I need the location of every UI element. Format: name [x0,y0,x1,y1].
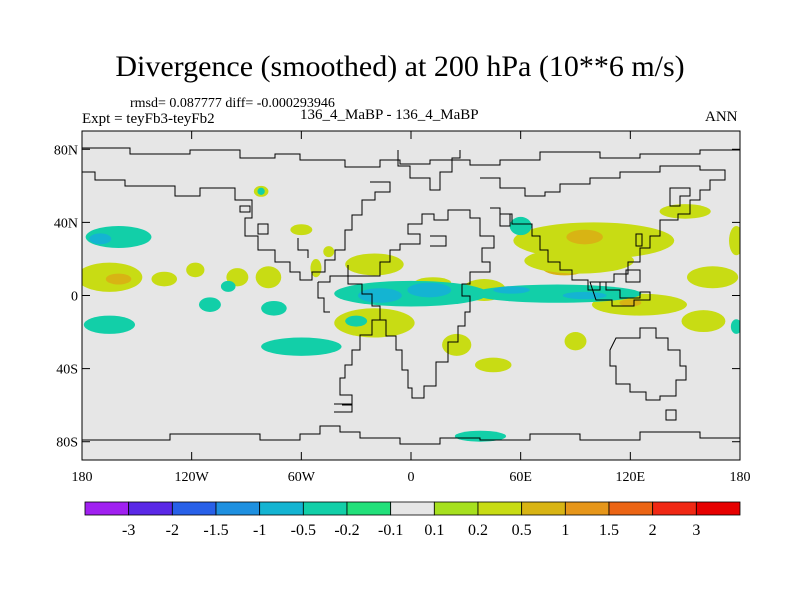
contour-region-17 [524,247,634,274]
y-tick-label-0: 80N [54,143,78,158]
colorbar-label-5: -0.2 [334,522,359,539]
contour-region-24 [729,226,740,256]
colorbar-box-9 [477,501,523,516]
x-axis-labels: 180 120W 60W 0 60E 120E 180 [72,470,751,485]
y-tick-label-3: 40S [56,363,78,378]
colorbar-label-1: -2 [166,522,179,539]
colorbar-label-10: 1 [561,522,569,539]
season-label: ANN [705,109,738,125]
chart-title: Divergence (smoothed) at 200 hPa (10**6 … [115,50,685,83]
colorbar-label-2: -1.5 [203,522,228,539]
contour-region-28 [89,233,112,245]
colorbar-label-13: 3 [692,522,700,539]
contour-region-25 [474,357,512,373]
experiment-label: Expt = teyFb3-teyFb2 [82,111,215,127]
contour-region-1 [105,273,132,285]
colorbar-box-7 [390,501,435,516]
contour-region-44 [220,280,236,292]
colorbar-label-8: 0.2 [468,522,488,539]
colorbar-label-7: 0.1 [424,522,444,539]
x-tick-label-0: 180 [72,470,93,485]
contour-region-30 [198,297,221,312]
colorbar-label-3: -1 [253,522,266,539]
colorbar-box-1 [128,501,173,516]
contour-region-33 [345,315,368,327]
y-tick-label-4: 80S [56,436,78,451]
x-tick-label-3: 0 [408,470,415,485]
contour-region-5 [255,266,282,289]
colorbar-box-0 [84,501,130,516]
colorbar-box-12 [608,501,654,516]
x-tick-label-2: 60W [288,470,316,485]
contour-region-29 [83,315,136,334]
colorbar-box-3 [215,501,261,516]
contour-region-8 [310,258,322,278]
contour-region-39 [562,291,607,300]
colorbar: -3 -2 -1.5 -1 -0.5 -0.2 -0.1 0.1 0.2 0.5 1 1.5 2 3 [84,501,741,539]
contour-region-15 [566,229,603,245]
contour-region-3 [186,262,205,278]
contour-regions [82,185,740,442]
colorbar-box-2 [171,501,217,516]
contour-region-19 [686,266,739,289]
contour-region-6 [290,224,313,236]
contour-region-12 [442,333,472,356]
colorbar-box-13 [652,501,697,516]
contour-region-10 [345,253,404,276]
colorbar-label-12: 2 [649,522,657,539]
colorbar-box-10 [521,501,566,516]
colorbar-label-11: 1.5 [599,522,619,539]
colorbar-label-9: 0.5 [512,522,532,539]
contour-region-31 [261,300,287,316]
colorbar-label-4: -0.5 [291,522,316,539]
colorbar-box-11 [564,501,610,516]
y-tick-label-2: 0 [71,290,78,305]
case-label: 136_4_MaBP - 136_4_MaBP [300,107,479,123]
colorbar-label-6: -0.1 [378,522,403,539]
y-tick-label-1: 40N [54,216,78,231]
contour-region-41 [257,187,265,195]
contour-region-32 [261,337,342,356]
axis-ticks [81,131,741,460]
contour-region-40 [509,216,532,236]
contour-region-21 [619,299,642,307]
coastline [82,147,740,445]
contour-region-35 [357,288,402,303]
x-tick-label-5: 120E [616,470,646,485]
contour-region-18 [659,204,711,219]
colorbar-label-0: -3 [122,522,135,539]
x-tick-label-4: 60E [509,470,532,485]
contour-region-36 [407,282,452,298]
x-tick-label-1: 120W [175,470,210,485]
contour-region-38 [493,286,530,294]
colorbar-box-4 [259,501,304,516]
contour-region-9 [323,246,335,258]
colorbar-box-5 [302,501,348,516]
contour-region-22 [681,310,726,333]
contour-region-2 [151,271,178,287]
contour-region-43 [454,430,507,442]
contour-region-13 [334,308,415,338]
contour-region-23 [564,332,587,351]
colorbar-box-14 [695,501,741,516]
colorbar-box-6 [346,501,392,516]
colorbar-box-8 [433,501,479,516]
contour-region-42 [730,319,740,334]
stats-label: rmsd= 0.087777 diff= -0.000293946 [130,96,335,111]
y-axis-labels: 80N 40N 0 40S 80S [54,143,78,450]
contour-region-37 [473,284,642,303]
x-tick-label-6: 180 [730,470,751,485]
